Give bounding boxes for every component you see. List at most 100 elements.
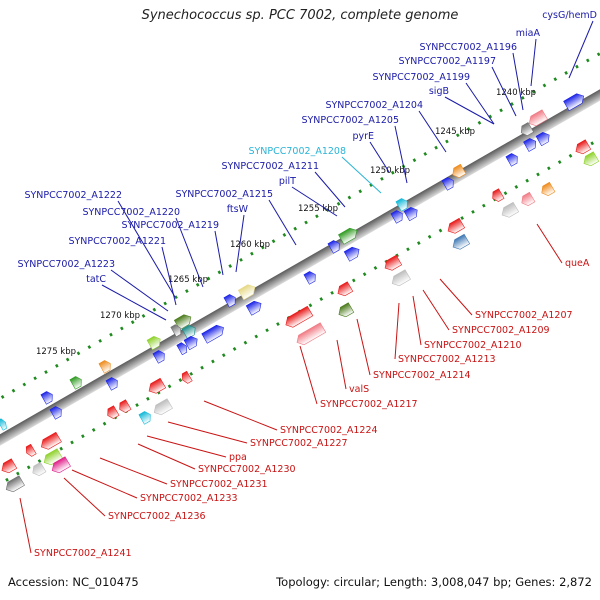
forward-gene	[0, 418, 7, 431]
reverse-label-leader	[71, 469, 138, 499]
reverse-gene	[520, 122, 534, 136]
tick-label: 1260 kbp	[230, 240, 270, 250]
gene-shape	[541, 181, 556, 196]
reverse-label-leader	[137, 443, 196, 470]
reverse-gene	[575, 139, 592, 155]
gene-shape	[520, 122, 534, 136]
gene-shape	[181, 370, 193, 384]
reverse-label-leader	[99, 457, 168, 485]
gene-shape	[563, 93, 585, 112]
forward-gene	[183, 336, 198, 351]
forward-label-leader	[341, 156, 382, 194]
forward-gene	[146, 336, 161, 351]
gene-shape	[69, 376, 82, 390]
reverse-gene	[40, 431, 62, 450]
backbone-bar	[0, 70, 600, 465]
forward-gene-label: SYNPCC7002_A1223	[17, 259, 115, 270]
accession-text: Accession: NC_010475	[8, 575, 139, 589]
gene-shape	[390, 210, 403, 224]
gene-shape	[170, 324, 182, 338]
gene-shape	[245, 300, 262, 316]
reverse-gene	[452, 233, 471, 250]
gene-shape	[535, 132, 550, 147]
gene-shape	[0, 418, 7, 431]
gene-shape	[32, 461, 47, 476]
forward-label-leader	[444, 96, 495, 125]
reverse-gene	[1, 458, 18, 474]
gene-shape	[138, 411, 151, 425]
forward-gene	[338, 227, 358, 245]
forward-label-leader	[268, 199, 297, 246]
reverse-gene	[5, 475, 25, 493]
reverse-gene	[181, 370, 193, 384]
reverse-gene-label: SYNPCC7002_A1233	[140, 493, 238, 504]
gene-shape	[223, 294, 236, 308]
reverse-gene	[296, 322, 327, 346]
gene-shape	[501, 201, 520, 218]
gene-shape	[98, 360, 111, 374]
forward-label-leader	[110, 269, 169, 312]
forward-gene	[505, 153, 518, 167]
reverse-gene-label: SYNPCC7002_A1227	[250, 438, 348, 449]
forward-gene-label: SYNPCC7002_A1208	[248, 146, 346, 157]
reverse-gene	[384, 254, 403, 271]
reverse-gene	[153, 398, 173, 416]
gene-shape	[343, 246, 360, 262]
gene-shape	[285, 305, 314, 328]
reverse-label-leader	[336, 339, 347, 390]
forward-gene	[403, 207, 418, 222]
forward-gene-label: SYNPCC7002_A1196	[419, 42, 517, 53]
gene-shape	[49, 406, 62, 420]
gene-shape	[5, 475, 25, 493]
gene-shape	[403, 207, 418, 222]
reverse-gene-label: SYNPCC7002_A1210	[424, 340, 522, 351]
tick-label: 1240 kbp	[496, 88, 536, 98]
tick-label: 1270 kbp	[100, 311, 140, 321]
gene-shape	[148, 377, 167, 394]
gene-shape	[528, 109, 548, 127]
gene-shape	[338, 302, 355, 318]
reverse-label-leader	[439, 278, 473, 316]
gene-shape	[25, 443, 37, 457]
forward-label-leader	[175, 217, 204, 288]
forward-gene	[105, 377, 118, 391]
reverse-gene	[452, 163, 467, 178]
gene-shape	[338, 227, 358, 245]
forward-gene	[441, 177, 454, 191]
reverse-label-leader	[394, 302, 400, 360]
gene-shape	[452, 163, 467, 178]
gene-shape	[583, 151, 600, 167]
reverse-gene	[285, 305, 314, 328]
forward-gene	[152, 350, 165, 364]
forward-gene-label: SYNPCC7002_A1197	[398, 56, 496, 67]
gene-shape	[327, 240, 340, 254]
reverse-gene	[501, 201, 520, 218]
forward-label-leader	[314, 171, 346, 208]
reverse-label-leader	[63, 477, 106, 517]
reverse-gene	[528, 109, 548, 127]
forward-label-leader	[465, 82, 495, 125]
forward-label-leader	[214, 230, 224, 276]
forward-gene	[245, 300, 262, 316]
reverse-gene-label: SYNPCC7002_A1241	[34, 548, 132, 559]
forward-gene	[395, 198, 408, 212]
gene-shape	[107, 405, 120, 419]
gene-shape	[40, 431, 62, 450]
forward-gene-label: ftsW	[227, 204, 249, 215]
reverse-label-leader	[203, 400, 278, 431]
forward-gene-label: pilT	[279, 176, 296, 187]
forward-gene-label: miaA	[516, 28, 541, 39]
gene-shape	[40, 391, 53, 405]
gene-shape	[391, 269, 411, 287]
forward-label-leader	[291, 186, 338, 217]
reverse-label-leader	[146, 435, 227, 458]
reverse-gene	[492, 188, 505, 202]
forward-gene	[303, 271, 316, 285]
forward-gene	[201, 324, 224, 344]
forward-label-leader	[369, 141, 390, 173]
gene-shape	[296, 322, 327, 346]
reverse-gene-label: SYNPCC7002_A1217	[320, 399, 418, 410]
gene-shape	[152, 350, 165, 364]
gene-shape	[105, 377, 118, 391]
forward-gene	[176, 342, 188, 356]
